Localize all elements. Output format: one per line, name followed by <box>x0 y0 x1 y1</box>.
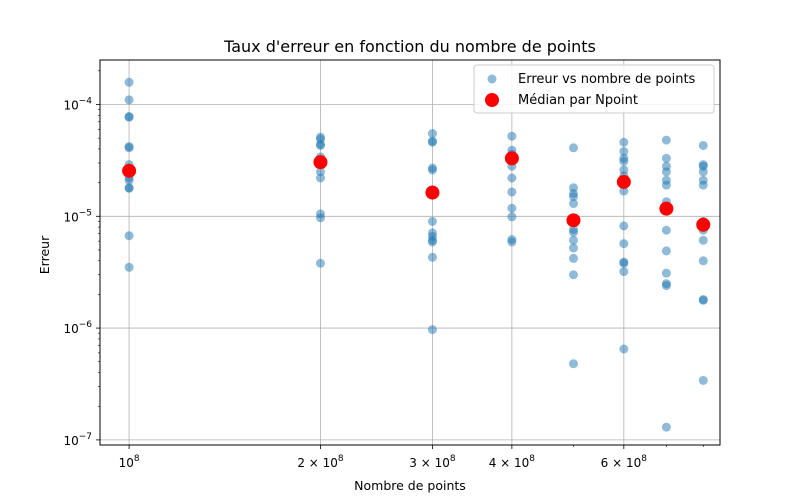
error-point <box>507 212 517 222</box>
legend: Erreur vs nombre de points Médian par Npo… <box>473 64 715 114</box>
error-point <box>619 221 629 231</box>
error-point <box>427 165 437 175</box>
error-point <box>427 325 437 335</box>
error-point <box>427 129 437 139</box>
error-point <box>698 295 708 305</box>
error-point <box>507 203 517 213</box>
error-point <box>507 131 517 141</box>
error-point <box>568 192 578 202</box>
error-point <box>661 167 671 177</box>
median-point <box>616 174 631 189</box>
error-point <box>619 258 629 268</box>
median-point <box>504 151 519 166</box>
error-point <box>619 137 629 147</box>
y-tick-label: 10−7 <box>63 432 92 448</box>
median-point <box>566 213 581 228</box>
error-point <box>507 237 517 247</box>
error-point <box>698 235 708 245</box>
x-tick-label: 4 × 108 <box>489 454 536 470</box>
x-tick-label: 6 × 108 <box>601 454 648 470</box>
median-point <box>696 217 711 232</box>
error-point <box>315 213 325 223</box>
error-point <box>507 173 517 183</box>
chart-title: Taux d'erreur en fonction du nombre de p… <box>223 37 596 56</box>
error-point <box>661 180 671 190</box>
error-point <box>619 146 629 156</box>
x-tick-label: 3 × 108 <box>409 454 456 470</box>
median-point <box>313 155 328 170</box>
legend-box <box>473 64 715 114</box>
error-point <box>619 186 629 196</box>
error-point <box>698 140 708 150</box>
error-point <box>698 256 708 266</box>
error-point <box>661 268 671 278</box>
x-axis-ticks: 108 2 × 108 3 × 108 4 × 108 6 × 108 <box>119 445 704 470</box>
y-tick-label: 10−5 <box>63 208 92 224</box>
error-point <box>568 199 578 209</box>
error-point <box>661 153 671 163</box>
error-point <box>427 237 437 247</box>
error-point <box>568 359 578 369</box>
error-point <box>427 137 437 147</box>
error-point <box>507 187 517 197</box>
error-point <box>568 143 578 153</box>
error-point <box>698 167 708 177</box>
error-point <box>661 225 671 235</box>
error-point <box>124 77 134 87</box>
error-point <box>698 180 708 190</box>
error-point <box>619 267 629 277</box>
y-axis-ticks: 10−7 10−6 10−5 10−4 <box>63 70 100 448</box>
median-point <box>425 185 440 200</box>
error-point <box>661 281 671 291</box>
error-point <box>661 135 671 145</box>
y-tick-label: 10−6 <box>63 320 92 336</box>
median-point <box>122 163 137 178</box>
error-point <box>315 173 325 183</box>
error-point <box>427 252 437 262</box>
error-point <box>568 243 578 253</box>
error-point <box>568 253 578 263</box>
error-point <box>124 95 134 105</box>
error-point <box>698 375 708 385</box>
legend-label-median: Médian par Npoint <box>518 93 638 108</box>
error-point <box>124 112 134 122</box>
error-point <box>315 167 325 177</box>
error-point <box>427 216 437 226</box>
grid <box>100 60 720 445</box>
median-point <box>659 201 674 216</box>
legend-label-error: Erreur vs nombre de points <box>518 72 696 87</box>
x-axis-label: Nombre de points <box>354 478 466 493</box>
y-axis-label: Erreur <box>37 235 52 274</box>
error-point <box>568 227 578 237</box>
error-point <box>619 156 629 166</box>
error-point <box>124 175 134 185</box>
x-tick-label: 2 × 108 <box>297 454 344 470</box>
error-point <box>661 422 671 432</box>
error-point <box>124 142 134 152</box>
error-point <box>619 239 629 249</box>
data-points <box>122 77 711 432</box>
error-point <box>568 235 578 245</box>
error-point <box>124 262 134 272</box>
error-point <box>315 140 325 150</box>
error-point <box>661 246 671 256</box>
x-tick-label: 108 <box>119 454 140 470</box>
legend-marker-error <box>487 74 497 84</box>
plot-area-frame <box>99 59 721 446</box>
error-point <box>315 258 325 268</box>
legend-marker-median <box>485 93 499 107</box>
y-tick-label: 10−4 <box>63 96 92 112</box>
error-point <box>568 270 578 280</box>
error-point <box>124 183 134 193</box>
error-point <box>124 231 134 241</box>
error-point <box>619 344 629 354</box>
